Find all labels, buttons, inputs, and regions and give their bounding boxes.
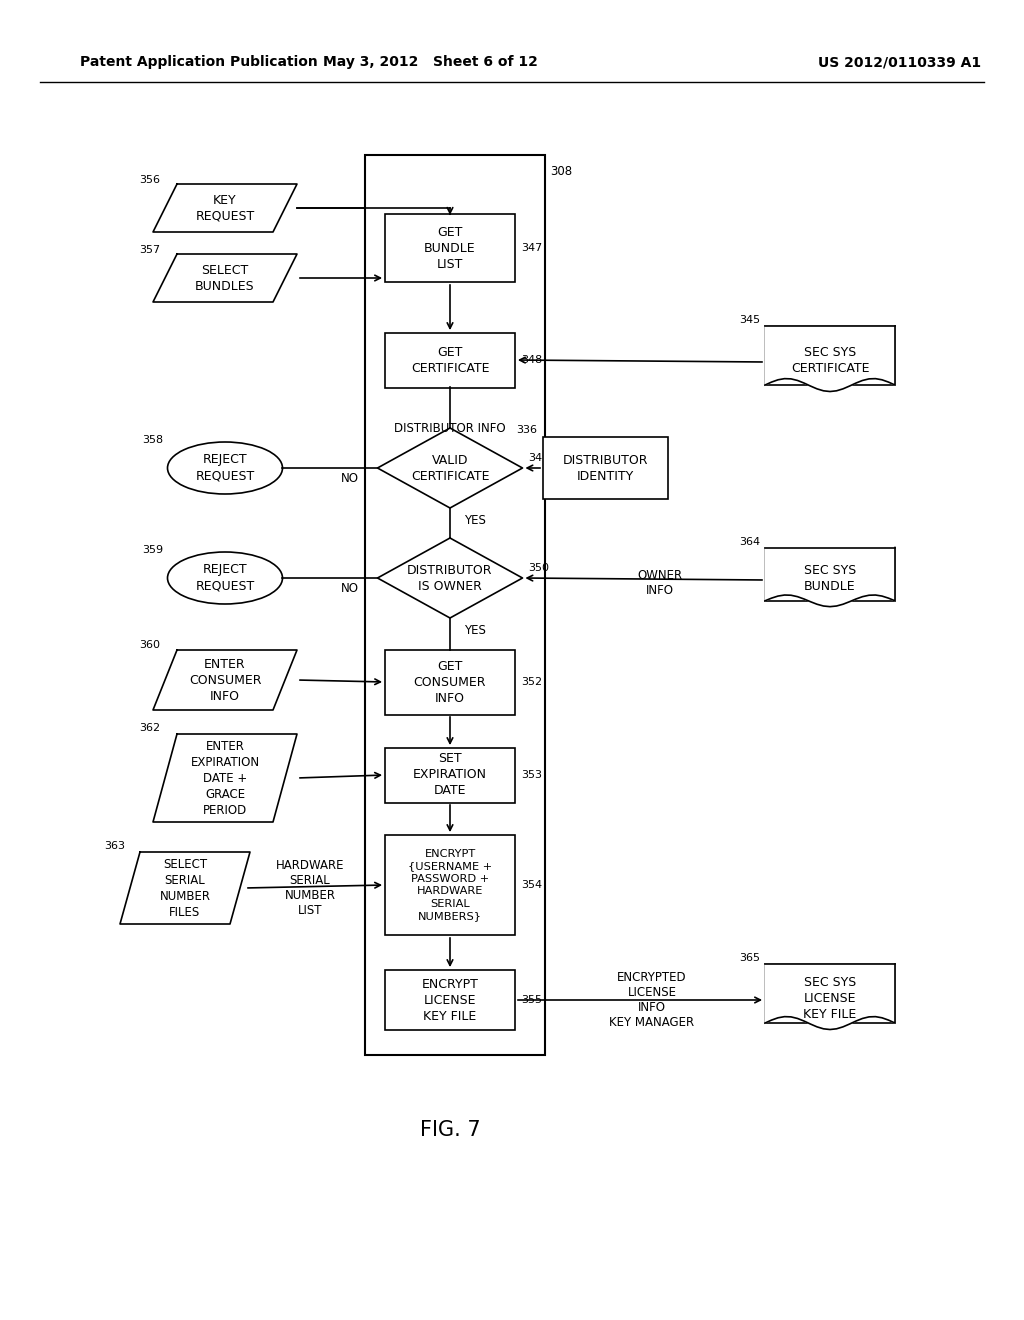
Text: 345: 345: [739, 315, 760, 325]
Polygon shape: [378, 539, 522, 618]
Polygon shape: [120, 851, 250, 924]
Bar: [385, 333, 515, 388]
Text: REJECT
REQUEST: REJECT REQUEST: [196, 564, 255, 593]
Text: SEC SYS
CERTIFICATE: SEC SYS CERTIFICATE: [791, 346, 869, 375]
Text: REJECT
REQUEST: REJECT REQUEST: [196, 454, 255, 483]
Bar: [765, 548, 895, 601]
Text: DISTRIBUTOR
IS OWNER: DISTRIBUTOR IS OWNER: [408, 564, 493, 593]
Ellipse shape: [168, 552, 283, 605]
Text: 350: 350: [528, 564, 550, 573]
Text: 355: 355: [521, 995, 542, 1005]
Text: ENTER
CONSUMER
INFO: ENTER CONSUMER INFO: [188, 657, 261, 702]
Text: NO: NO: [341, 582, 359, 594]
Bar: [385, 970, 515, 1030]
Text: 347: 347: [521, 243, 543, 253]
Bar: [543, 437, 668, 499]
Text: May 3, 2012   Sheet 6 of 12: May 3, 2012 Sheet 6 of 12: [323, 55, 538, 69]
Text: 365: 365: [739, 953, 760, 964]
Text: 359: 359: [142, 545, 163, 554]
Polygon shape: [153, 649, 297, 710]
Text: 352: 352: [521, 677, 542, 686]
Text: 348: 348: [521, 355, 543, 366]
Text: DISTRIBUTOR
IDENTITY: DISTRIBUTOR IDENTITY: [562, 454, 648, 483]
Text: 356: 356: [139, 176, 160, 185]
Text: OWNER
INFO: OWNER INFO: [637, 569, 683, 597]
Bar: [385, 836, 515, 935]
Bar: [385, 214, 515, 282]
Polygon shape: [378, 428, 522, 508]
Text: 336: 336: [516, 425, 538, 436]
Text: 362: 362: [139, 723, 160, 733]
Text: NO: NO: [341, 471, 359, 484]
Text: SET
EXPIRATION
DATE: SET EXPIRATION DATE: [413, 752, 487, 797]
Text: SELECT
SERIAL
NUMBER
FILES: SELECT SERIAL NUMBER FILES: [160, 858, 211, 919]
Text: YES: YES: [464, 513, 485, 527]
Text: 308: 308: [550, 165, 572, 178]
Text: SEC SYS
BUNDLE: SEC SYS BUNDLE: [804, 565, 856, 593]
Polygon shape: [153, 183, 297, 232]
Text: 353: 353: [521, 770, 542, 780]
Text: ENCRYPT
{USERNAME +
PASSWORD +
HARDWARE
SERIAL
NUMBERS}: ENCRYPT {USERNAME + PASSWORD + HARDWARE …: [408, 849, 493, 921]
Bar: [385, 649, 515, 714]
Text: Patent Application Publication: Patent Application Publication: [80, 55, 317, 69]
Text: VALID
CERTIFICATE: VALID CERTIFICATE: [411, 454, 489, 483]
Text: ENCRYPT
LICENSE
KEY FILE: ENCRYPT LICENSE KEY FILE: [422, 978, 478, 1023]
Text: DISTRIBUTOR INFO: DISTRIBUTOR INFO: [394, 421, 506, 434]
Polygon shape: [765, 326, 895, 392]
Polygon shape: [153, 734, 297, 822]
Ellipse shape: [168, 442, 283, 494]
Text: US 2012/0110339 A1: US 2012/0110339 A1: [818, 55, 982, 69]
Text: ENTER
EXPIRATION
DATE +
GRACE
PERIOD: ENTER EXPIRATION DATE + GRACE PERIOD: [190, 739, 259, 817]
Text: GET
CONSUMER
INFO: GET CONSUMER INFO: [414, 660, 486, 705]
Text: YES: YES: [464, 623, 485, 636]
Bar: [365, 154, 545, 1055]
Text: SEC SYS
LICENSE
KEY FILE: SEC SYS LICENSE KEY FILE: [804, 977, 857, 1022]
Text: 360: 360: [139, 640, 160, 649]
Bar: [765, 326, 895, 385]
Text: HARDWARE
SERIAL
NUMBER
LIST: HARDWARE SERIAL NUMBER LIST: [275, 859, 344, 917]
Text: KEY
REQUEST: KEY REQUEST: [196, 194, 255, 223]
Text: SELECT
BUNDLES: SELECT BUNDLES: [196, 264, 255, 293]
Text: ENCRYPTED
LICENSE
INFO
KEY MANAGER: ENCRYPTED LICENSE INFO KEY MANAGER: [609, 972, 694, 1030]
Text: 357: 357: [139, 246, 160, 255]
Text: FIG. 7: FIG. 7: [420, 1119, 480, 1140]
Bar: [765, 964, 895, 1023]
Text: GET
BUNDLE
LIST: GET BUNDLE LIST: [424, 226, 476, 271]
Polygon shape: [765, 964, 895, 1030]
Text: 358: 358: [142, 436, 163, 445]
Text: GET
CERTIFICATE: GET CERTIFICATE: [411, 346, 489, 375]
Bar: [385, 747, 515, 803]
Text: 349: 349: [528, 453, 550, 463]
Text: 363: 363: [104, 841, 125, 851]
Text: 354: 354: [521, 880, 542, 890]
Text: 364: 364: [739, 537, 760, 546]
Polygon shape: [765, 548, 895, 607]
Polygon shape: [153, 253, 297, 302]
